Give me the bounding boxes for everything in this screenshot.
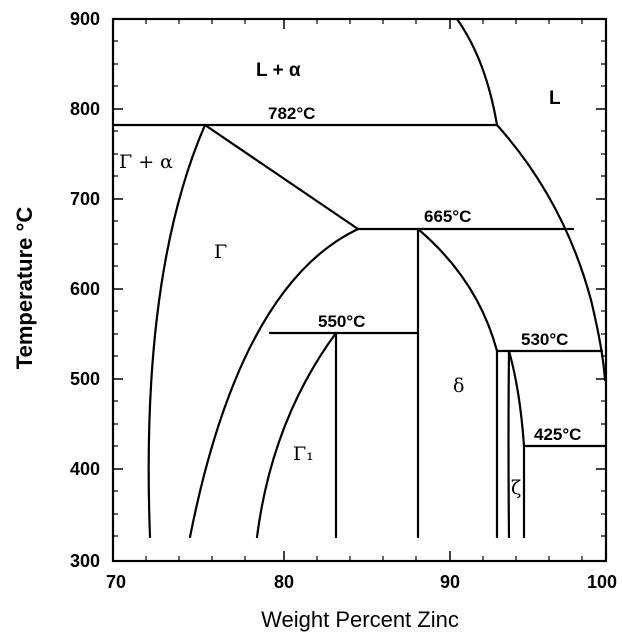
phase-label-gamma-alpha: Γ + α <box>119 151 173 173</box>
zeta-left <box>507 349 511 539</box>
gamma1-solvus <box>255 331 338 539</box>
y-tick-label: 600 <box>70 279 100 299</box>
phase-label-gamma1: Γ₁ <box>293 443 314 465</box>
isotherm-label: 665°C <box>424 207 471 226</box>
zeta-right <box>507 349 526 448</box>
isotherm-label: 782°C <box>268 104 315 123</box>
y-axis-title: Temperature °C <box>12 207 37 370</box>
isotherm-label: 530°C <box>521 330 568 349</box>
isotherm-label: 550°C <box>318 312 365 331</box>
phase-label-gamma: Γ <box>214 241 227 263</box>
gamma-alpha-tie <box>203 123 360 231</box>
x-tick-label: 80 <box>274 572 294 592</box>
y-major-ticks <box>113 18 606 562</box>
isotherm-label: 425°C <box>534 425 581 444</box>
y-tick-label: 400 <box>70 459 100 479</box>
x-major-ticks <box>283 19 451 561</box>
y-tick-label: 500 <box>70 369 100 389</box>
y-tick-label: 800 <box>70 99 100 119</box>
y-tick-label: 300 <box>70 551 100 571</box>
liquidus-lower <box>495 123 607 382</box>
plot-frame <box>111 17 608 563</box>
x-tick-label: 100 <box>587 572 617 592</box>
gamma-alpha-solvus <box>147 123 207 539</box>
liquidus-upper <box>455 17 499 127</box>
y-tick-label: 700 <box>70 189 100 209</box>
y-minor-ticks <box>113 40 606 537</box>
phase-label-zeta: ζ <box>511 477 521 499</box>
x-tick-label: 90 <box>440 572 460 592</box>
y-tick-label: 900 <box>70 9 100 29</box>
phase-label-liquid: L <box>549 88 561 109</box>
x-minor-ticks <box>145 19 583 561</box>
delta-right <box>416 227 499 353</box>
x-tick-label: 70 <box>106 572 126 592</box>
phase-boundaries <box>111 17 608 539</box>
phase-label-l-alpha: L + α <box>256 60 301 81</box>
x-axis-title: Weight Percent Zinc <box>261 607 459 632</box>
gamma-solvus-right <box>188 227 360 539</box>
phase-label-delta: δ <box>453 375 464 397</box>
